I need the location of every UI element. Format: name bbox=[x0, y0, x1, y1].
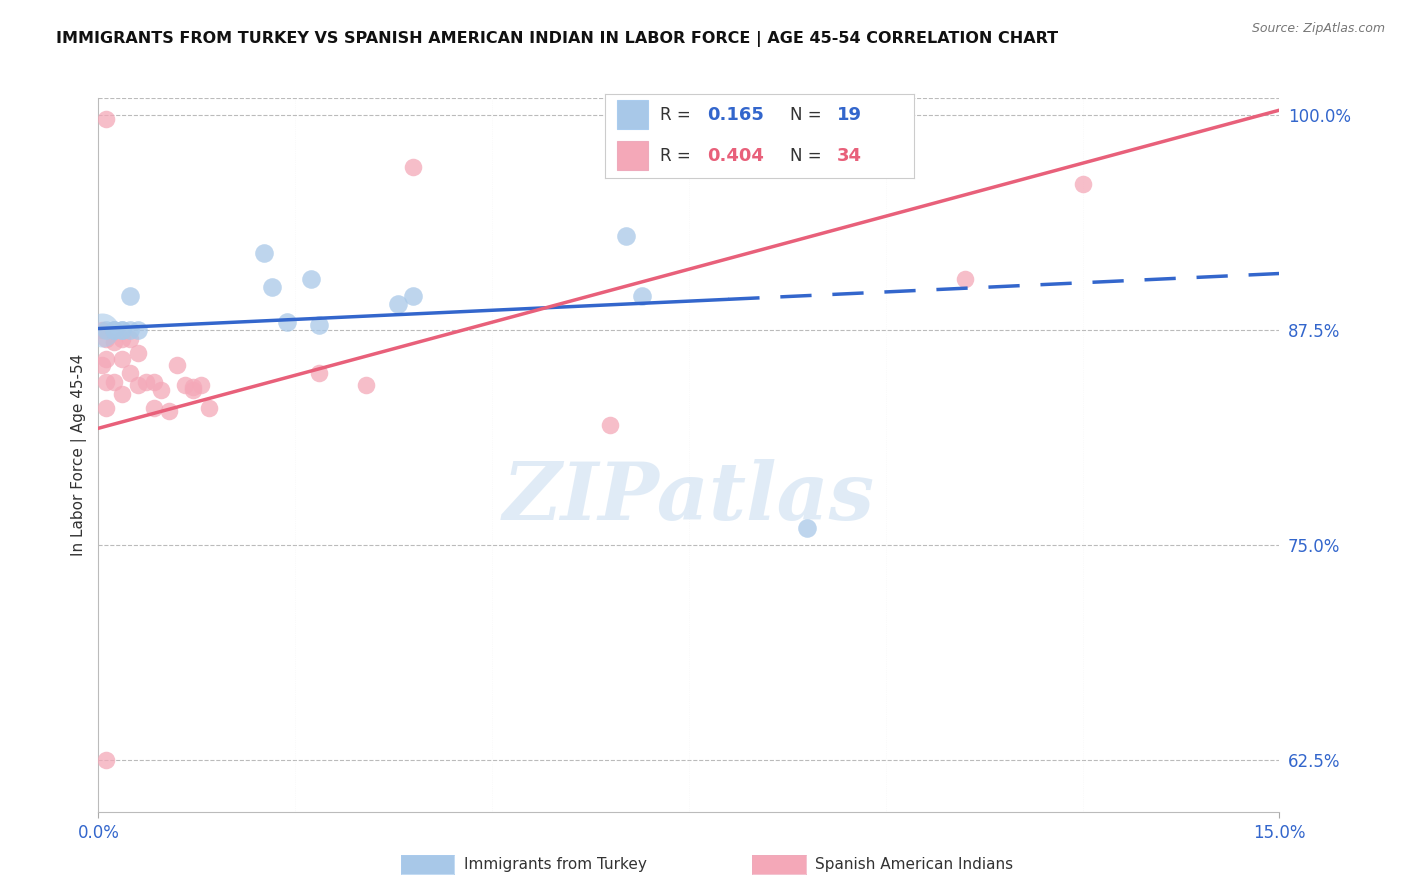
Point bbox=[166, 358, 188, 372]
Point bbox=[118, 323, 141, 337]
Point bbox=[599, 417, 621, 432]
Point bbox=[91, 323, 114, 337]
Point bbox=[142, 375, 165, 389]
Point bbox=[103, 335, 125, 350]
Text: 0.165: 0.165 bbox=[707, 106, 763, 124]
Point bbox=[127, 345, 149, 359]
Point bbox=[96, 401, 118, 415]
Point bbox=[111, 332, 134, 346]
Point bbox=[190, 378, 212, 392]
Point bbox=[157, 404, 180, 418]
Text: 0.404: 0.404 bbox=[707, 146, 763, 164]
Text: Source: ZipAtlas.com: Source: ZipAtlas.com bbox=[1251, 22, 1385, 36]
Text: N =: N = bbox=[790, 146, 827, 164]
Text: 19: 19 bbox=[837, 106, 862, 124]
Point bbox=[118, 289, 141, 303]
Point bbox=[953, 271, 976, 285]
Point bbox=[103, 323, 125, 337]
Point bbox=[308, 318, 330, 332]
Point bbox=[402, 289, 425, 303]
Point bbox=[118, 366, 141, 380]
Point bbox=[308, 366, 330, 380]
Text: R =: R = bbox=[661, 106, 696, 124]
Point bbox=[96, 332, 118, 346]
Point bbox=[135, 375, 157, 389]
Point bbox=[111, 387, 134, 401]
Point bbox=[127, 378, 149, 392]
Point bbox=[614, 228, 637, 243]
Point bbox=[91, 323, 114, 337]
Y-axis label: In Labor Force | Age 45-54: In Labor Force | Age 45-54 bbox=[72, 354, 87, 556]
Text: IMMIGRANTS FROM TURKEY VS SPANISH AMERICAN INDIAN IN LABOR FORCE | AGE 45-54 COR: IMMIGRANTS FROM TURKEY VS SPANISH AMERIC… bbox=[56, 31, 1059, 47]
Point bbox=[299, 271, 322, 285]
Point bbox=[91, 358, 114, 372]
Point bbox=[150, 384, 173, 398]
Point bbox=[402, 160, 425, 174]
Point bbox=[181, 384, 204, 398]
Point bbox=[96, 375, 118, 389]
Point bbox=[96, 112, 118, 126]
Point bbox=[174, 378, 197, 392]
Point bbox=[1071, 177, 1094, 191]
Point bbox=[111, 352, 134, 367]
Text: 34: 34 bbox=[837, 146, 862, 164]
Text: N =: N = bbox=[790, 106, 827, 124]
Point bbox=[96, 323, 118, 337]
Point bbox=[197, 401, 219, 415]
Point bbox=[630, 289, 652, 303]
Point bbox=[96, 753, 118, 767]
Text: Immigrants from Turkey: Immigrants from Turkey bbox=[464, 857, 647, 871]
Point bbox=[354, 378, 377, 392]
FancyBboxPatch shape bbox=[617, 101, 648, 129]
Point bbox=[103, 375, 125, 389]
Text: R =: R = bbox=[661, 146, 696, 164]
FancyBboxPatch shape bbox=[617, 141, 648, 169]
Point bbox=[127, 323, 149, 337]
Point bbox=[387, 297, 409, 311]
Point bbox=[111, 323, 134, 337]
Point bbox=[142, 401, 165, 415]
Point bbox=[253, 245, 276, 260]
Point bbox=[118, 332, 141, 346]
Point bbox=[111, 323, 134, 337]
Point bbox=[260, 280, 283, 294]
Point bbox=[103, 323, 125, 337]
Point bbox=[181, 380, 204, 394]
Point bbox=[796, 521, 818, 535]
Point bbox=[96, 352, 118, 367]
Text: ZIPatlas: ZIPatlas bbox=[503, 459, 875, 536]
Point bbox=[276, 315, 298, 329]
Text: Spanish American Indians: Spanish American Indians bbox=[815, 857, 1014, 871]
